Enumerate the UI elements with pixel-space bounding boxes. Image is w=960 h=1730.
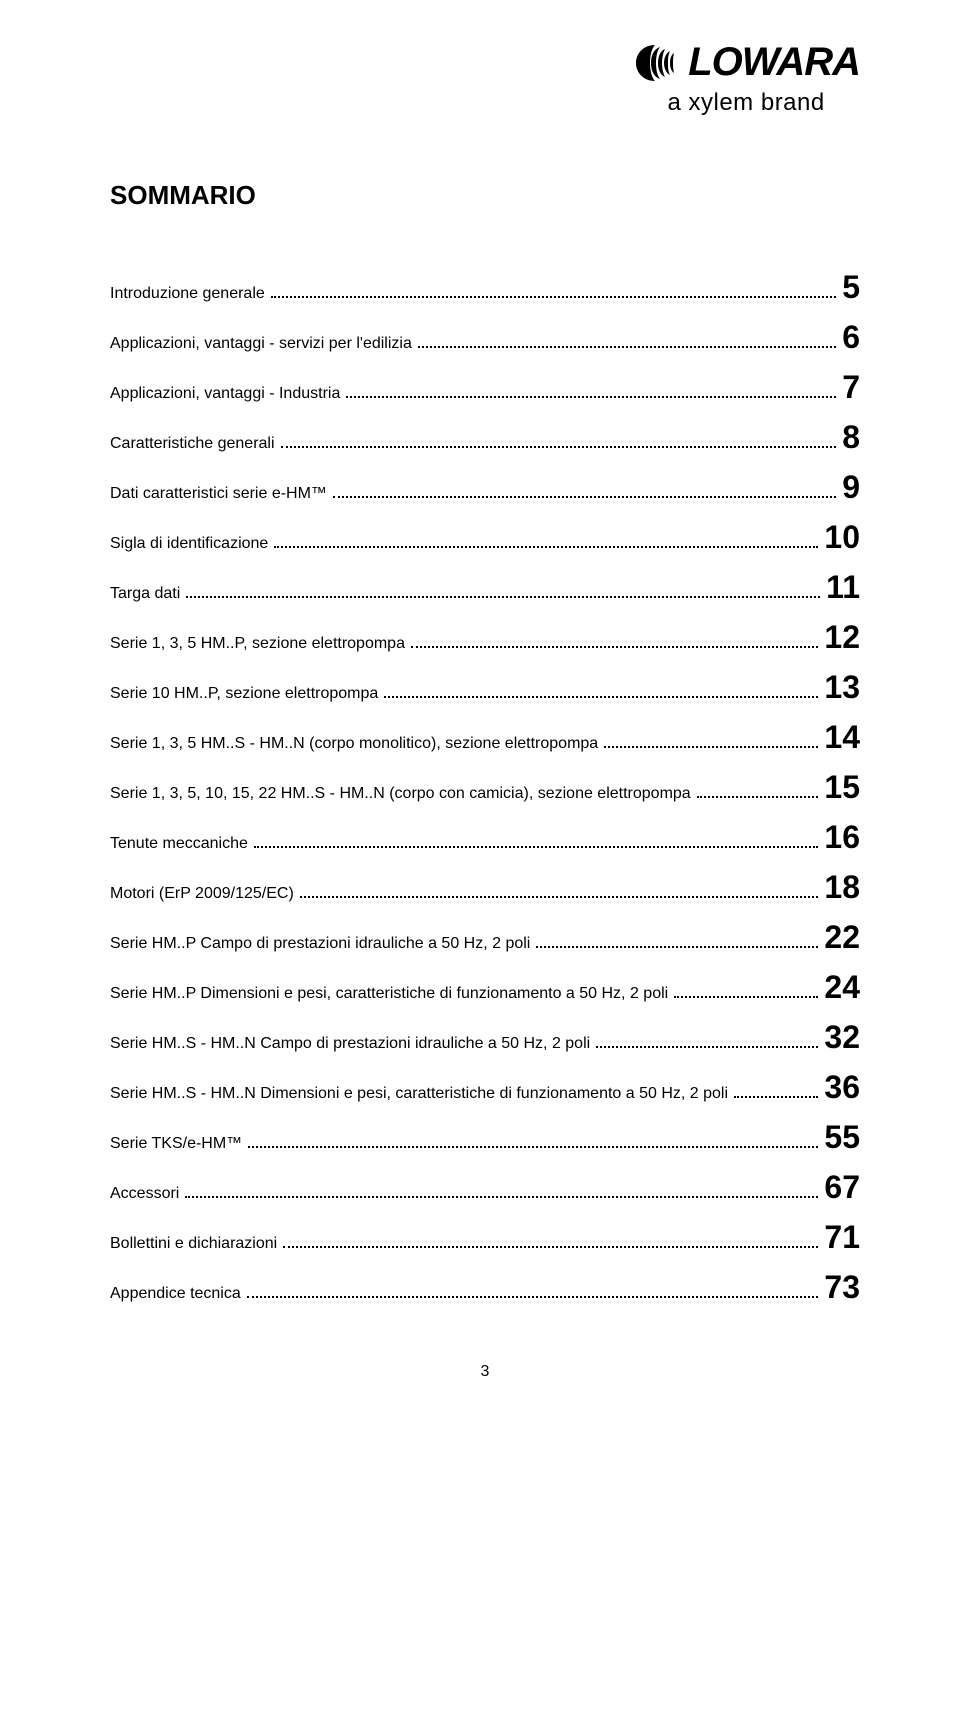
page-number: 3 xyxy=(110,1363,860,1381)
toc-row: Dati caratteristici serie e-HM™ 9 xyxy=(110,471,860,503)
toc-page-number: 55 xyxy=(824,1121,860,1153)
toc-page-number: 24 xyxy=(824,971,860,1003)
page-heading: SOMMARIO xyxy=(110,180,860,211)
toc-leader-dots xyxy=(411,637,818,648)
toc-page-number: 11 xyxy=(826,571,860,603)
toc-label: Sigla di identificazione xyxy=(110,535,268,553)
toc-page-number: 67 xyxy=(824,1171,860,1203)
toc-page-number: 9 xyxy=(842,471,860,503)
toc-label: Targa dati xyxy=(110,585,180,603)
brand-main-text: LOWARA xyxy=(688,40,860,85)
toc-label: Bollettini e dichiarazioni xyxy=(110,1235,277,1253)
toc-row: Introduzione generale 5 xyxy=(110,271,860,303)
toc-leader-dots xyxy=(384,687,818,698)
brand-subtitle: a xylem brand xyxy=(632,89,860,117)
toc-leader-dots xyxy=(674,987,818,998)
brand-logo: LOWARA a xylem brand xyxy=(632,40,860,117)
toc-label: Applicazioni, vantaggi - servizi per l'e… xyxy=(110,335,412,353)
toc-label: Applicazioni, vantaggi - Industria xyxy=(110,385,340,403)
toc-page-number: 5 xyxy=(842,271,860,303)
toc-row: Applicazioni, vantaggi - Industria 7 xyxy=(110,371,860,403)
toc-page-number: 32 xyxy=(824,1021,860,1053)
brand-sub-suffix: brand xyxy=(754,89,825,116)
toc-label: Serie 1, 3, 5 HM..P, sezione elettropomp… xyxy=(110,635,405,653)
toc-row: Accessori 67 xyxy=(110,1171,860,1203)
toc-leader-dots xyxy=(248,1137,818,1148)
toc-label: Serie HM..S - HM..N Dimensioni e pesi, c… xyxy=(110,1085,728,1103)
toc-row: Tenute meccaniche 16 xyxy=(110,821,860,853)
toc-label: Serie HM..P Dimensioni e pesi, caratteri… xyxy=(110,985,668,1003)
toc-row: Serie HM..P Dimensioni e pesi, caratteri… xyxy=(110,971,860,1003)
toc-page-number: 13 xyxy=(824,671,860,703)
toc-page-number: 36 xyxy=(824,1071,860,1103)
toc-row: Serie TKS/e-HM™ 55 xyxy=(110,1121,860,1153)
toc-leader-dots xyxy=(274,537,818,548)
toc-page-number: 7 xyxy=(842,371,860,403)
toc-page-number: 6 xyxy=(842,321,860,353)
toc-leader-dots xyxy=(271,287,836,298)
toc-label: Accessori xyxy=(110,1185,179,1203)
toc-page-number: 15 xyxy=(824,771,860,803)
toc-leader-dots xyxy=(697,787,819,798)
toc-row: Serie HM..S - HM..N Dimensioni e pesi, c… xyxy=(110,1071,860,1103)
document-page: LOWARA a xylem brand SOMMARIO Introduzio… xyxy=(0,0,960,1441)
toc-leader-dots xyxy=(333,487,836,498)
toc-row: Caratteristiche generali 8 xyxy=(110,421,860,453)
toc-page-number: 71 xyxy=(824,1221,860,1253)
toc-leader-dots xyxy=(418,337,836,348)
toc-page-number: 22 xyxy=(824,921,860,953)
toc-leader-dots xyxy=(254,837,819,848)
toc-label: Serie 1, 3, 5, 10, 15, 22 HM..S - HM..N … xyxy=(110,785,691,803)
toc-leader-dots xyxy=(281,437,837,448)
toc-leader-dots xyxy=(596,1037,818,1048)
toc-page-number: 18 xyxy=(824,871,860,903)
toc-leader-dots xyxy=(283,1237,818,1248)
toc-row: Serie 10 HM..P, sezione elettropompa 13 xyxy=(110,671,860,703)
toc-leader-dots xyxy=(185,1187,818,1198)
toc-label: Serie 1, 3, 5 HM..S - HM..N (corpo monol… xyxy=(110,735,598,753)
toc-leader-dots xyxy=(346,387,836,398)
toc-label: Introduzione generale xyxy=(110,285,265,303)
toc-leader-dots xyxy=(734,1087,818,1098)
toc-row: Bollettini e dichiarazioni 71 xyxy=(110,1221,860,1253)
toc-row: Appendice tecnica 73 xyxy=(110,1271,860,1303)
toc-leader-dots xyxy=(536,937,818,948)
toc-row: Targa dati 11 xyxy=(110,571,860,603)
toc-label: Dati caratteristici serie e-HM™ xyxy=(110,485,327,503)
toc-label: Serie HM..P Campo di prestazioni idrauli… xyxy=(110,935,530,953)
toc-page-number: 73 xyxy=(824,1271,860,1303)
brand-sub-bold: xylem xyxy=(689,89,754,116)
toc-label: Caratteristiche generali xyxy=(110,435,275,453)
toc-label: Serie 10 HM..P, sezione elettropompa xyxy=(110,685,378,703)
table-of-contents: Introduzione generale 5 Applicazioni, vant… xyxy=(110,271,860,1303)
toc-page-number: 14 xyxy=(824,721,860,753)
toc-row: Serie HM..P Campo di prestazioni idrauli… xyxy=(110,921,860,953)
toc-page-number: 10 xyxy=(824,521,860,553)
toc-row: Applicazioni, vantaggi - servizi per l'e… xyxy=(110,321,860,353)
toc-leader-dots xyxy=(247,1287,819,1298)
toc-row: Serie 1, 3, 5, 10, 15, 22 HM..S - HM..N … xyxy=(110,771,860,803)
toc-label: Motori (ErP 2009/125/EC) xyxy=(110,885,294,903)
lowara-swirl-icon xyxy=(632,43,678,83)
toc-leader-dots xyxy=(186,587,820,598)
toc-label: Tenute meccaniche xyxy=(110,835,248,853)
toc-page-number: 8 xyxy=(842,421,860,453)
toc-row: Serie 1, 3, 5 HM..S - HM..N (corpo monol… xyxy=(110,721,860,753)
toc-label: Serie HM..S - HM..N Campo di prestazioni… xyxy=(110,1035,590,1053)
toc-row: Sigla di identificazione 10 xyxy=(110,521,860,553)
logo-row: LOWARA xyxy=(632,40,860,85)
brand-sub-prefix: a xyxy=(667,89,688,116)
toc-row: Motori (ErP 2009/125/EC) 18 xyxy=(110,871,860,903)
toc-leader-dots xyxy=(300,887,819,898)
toc-page-number: 16 xyxy=(824,821,860,853)
toc-row: Serie 1, 3, 5 HM..P, sezione elettropomp… xyxy=(110,621,860,653)
toc-leader-dots xyxy=(604,737,818,748)
toc-page-number: 12 xyxy=(824,621,860,653)
toc-label: Serie TKS/e-HM™ xyxy=(110,1135,242,1153)
toc-row: Serie HM..S - HM..N Campo di prestazioni… xyxy=(110,1021,860,1053)
toc-label: Appendice tecnica xyxy=(110,1285,241,1303)
